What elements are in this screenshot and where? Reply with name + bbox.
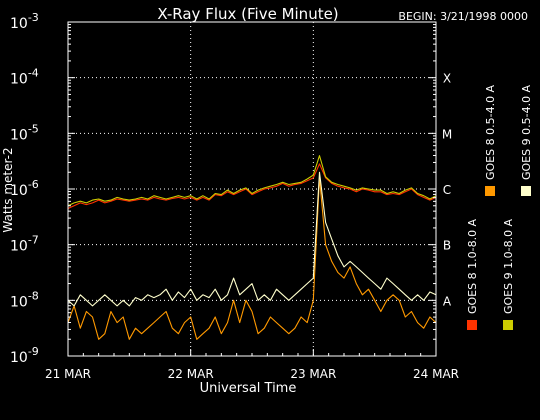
series-line xyxy=(67,163,437,209)
x-tick-label: 23 MAR xyxy=(290,367,336,381)
begin-date-label: BEGIN: 3/21/1998 0000 xyxy=(398,10,528,23)
legend-swatch xyxy=(521,186,531,196)
y-tick-exponent: -6 xyxy=(28,178,39,191)
x-axis-label: Universal Time xyxy=(200,381,297,396)
y-tick-exponent: -8 xyxy=(28,289,39,302)
series-line xyxy=(67,171,437,307)
flare-class-labels: X M C B A xyxy=(442,72,452,309)
chart-title: X-Ray Flux (Five Minute) xyxy=(157,5,338,23)
y-tick-exponent: -3 xyxy=(28,11,39,24)
x-tick-label: 24 MAR xyxy=(413,367,459,381)
x-tick-label: 21 MAR xyxy=(45,367,91,381)
legend-label: GOES 9 0.5-4.0 A xyxy=(520,84,533,180)
grid-lines xyxy=(68,22,436,356)
legend-swatch xyxy=(467,320,477,330)
y-axis-label: Watts meter-2 xyxy=(1,147,15,232)
x-axis-ticks: 21 MAR 22 MAR 23 MAR 24 MAR xyxy=(45,349,459,381)
flare-class-label: C xyxy=(443,183,451,197)
flare-class-label: A xyxy=(443,294,452,308)
series-line xyxy=(67,177,437,340)
flare-class-label: M xyxy=(442,127,452,141)
legend-label: GOES 8 0.5-4.0 A xyxy=(484,84,497,180)
legend: GOES 8 1.0-8.0 A GOES 8 0.5-4.0 A GOES 9 1… xyxy=(466,84,533,330)
x-tick-label: 22 MAR xyxy=(168,367,214,381)
y-tick-exponent: -9 xyxy=(28,345,39,358)
flare-class-label: B xyxy=(443,239,451,253)
flare-class-label: X xyxy=(443,72,451,86)
y-tick-exponent: -7 xyxy=(28,234,39,247)
legend-label: GOES 9 1.0-8.0 A xyxy=(502,218,515,314)
series-line xyxy=(67,155,437,207)
legend-swatch xyxy=(503,320,513,330)
y-tick-exponent: -5 xyxy=(28,122,39,135)
series-layer xyxy=(67,155,437,340)
legend-label: GOES 8 1.0-8.0 A xyxy=(466,218,479,314)
legend-swatch xyxy=(485,186,495,196)
y-tick-exponent: -4 xyxy=(28,67,39,80)
